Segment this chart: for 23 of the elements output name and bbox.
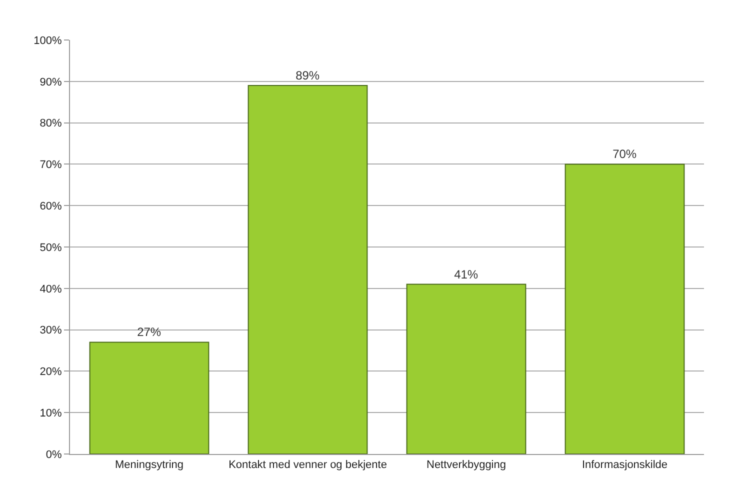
y-tick-label: 60% [40,200,62,212]
y-tick-label: 90% [40,76,62,88]
data-label: 89% [296,68,320,83]
y-tick-label: 100% [34,34,62,47]
bar [564,164,685,454]
x-tick-label: Nettverkbygging [426,459,506,472]
y-tick-label: 50% [40,242,62,254]
bar [248,85,368,454]
data-label: 27% [137,325,162,340]
y-tick-label: 30% [40,324,62,337]
data-label: 70% [612,147,637,162]
y-tick-label: 80% [40,118,62,130]
y-tick-label: 20% [40,366,62,378]
y-tick-label: 40% [40,283,62,296]
x-tick-label: Meningsytring [115,459,184,472]
data-label: 41% [454,267,478,282]
bar [89,342,210,454]
x-tick-label: Kontakt med venner og bekjente [228,459,387,472]
bar [406,284,526,454]
x-tick-label: Informasjonskilde [582,459,668,472]
y-tick-label: 70% [40,159,62,172]
y-tick-label: 0% [46,448,62,461]
y-tick-label: 10% [40,407,62,420]
